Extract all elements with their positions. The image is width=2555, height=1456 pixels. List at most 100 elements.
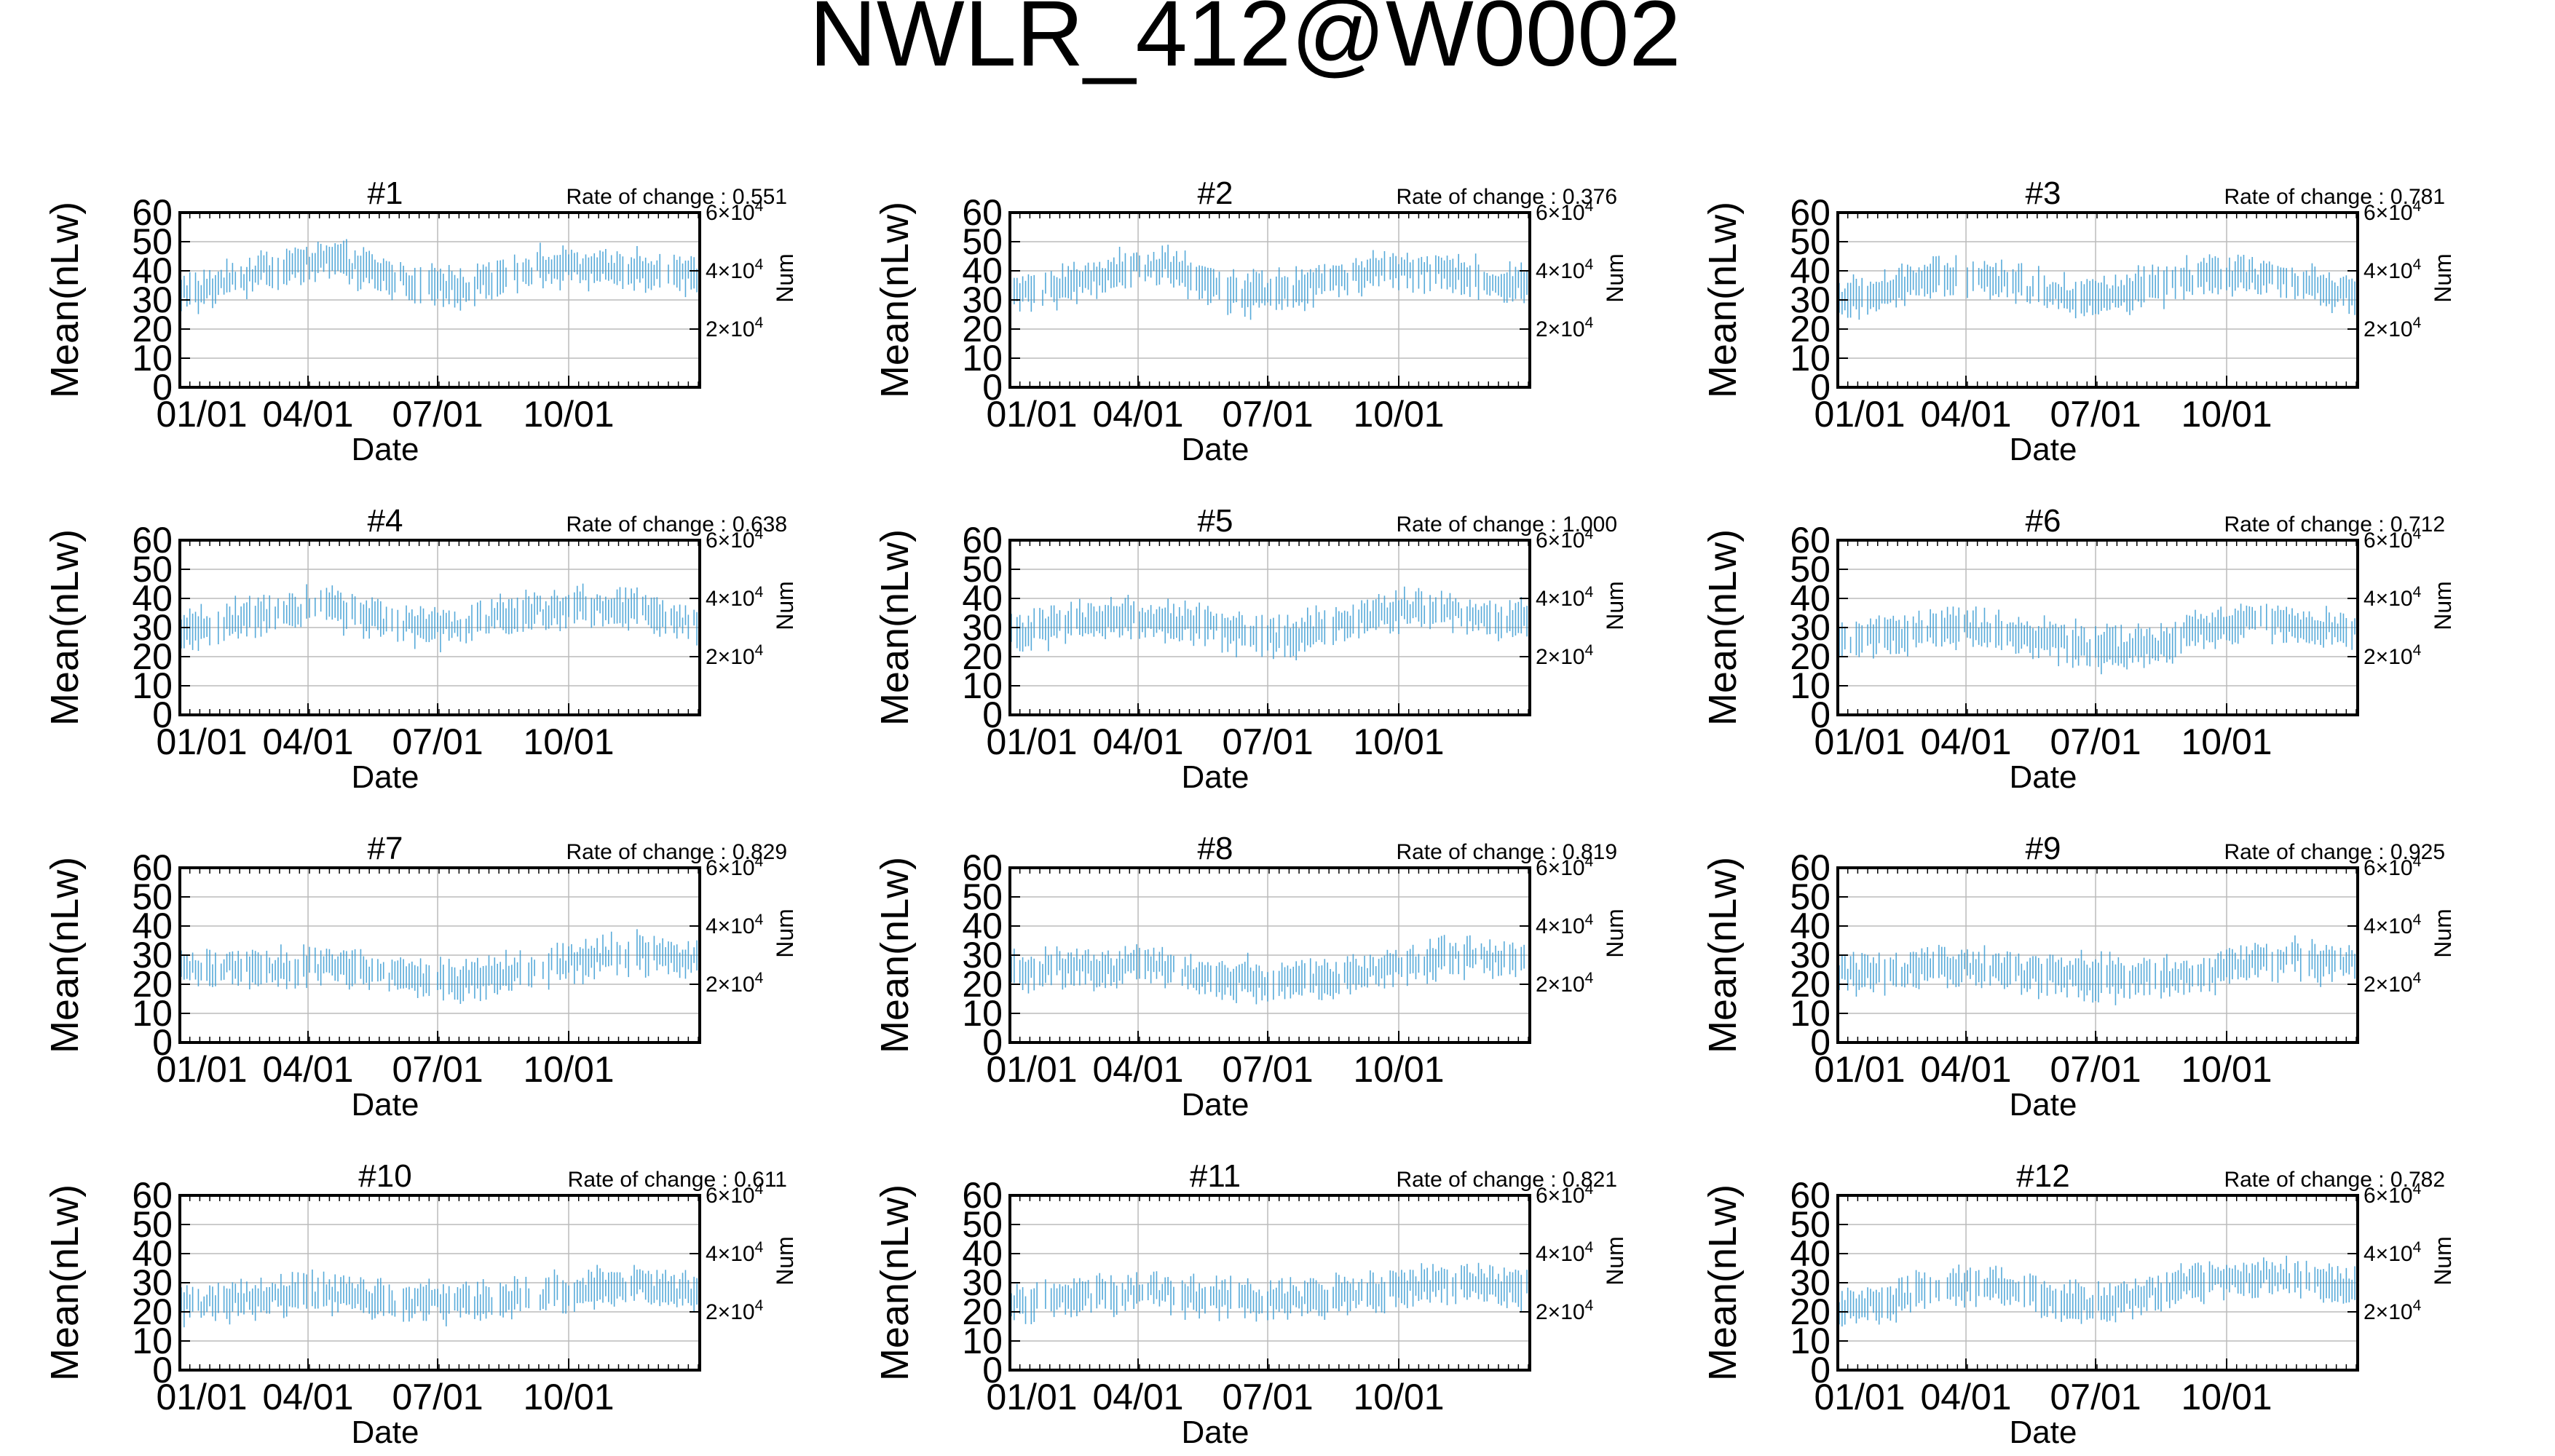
- y-tick-label: 20: [132, 1291, 173, 1332]
- y2-tick-label: 6×104: [1536, 198, 1594, 225]
- x-tick-label: 10/01: [523, 721, 614, 762]
- y-axis-label: Mean(nLw): [43, 202, 87, 398]
- y-tick-label: 10: [132, 1321, 173, 1361]
- x-tick-label: 07/01: [2050, 394, 2141, 435]
- y-tick-label: 30: [132, 935, 173, 976]
- x-tick-label: 01/01: [156, 1377, 247, 1417]
- y-tick-label: 20: [132, 636, 173, 677]
- x-tick-label: 04/01: [1920, 1049, 2011, 1090]
- data-series: [181, 239, 698, 314]
- x-tick-label: 01/01: [1814, 1049, 1905, 1090]
- y2-tick-label: 4×104: [706, 584, 764, 611]
- x-axis-label: Date: [1182, 1087, 1249, 1123]
- y-tick-label: 0: [1810, 1022, 1831, 1063]
- figure-title: NWLR_412@W0002: [809, 0, 1681, 86]
- x-axis-label: Date: [352, 1087, 419, 1123]
- y-tick-label: 20: [132, 309, 173, 349]
- x-tick-label: 07/01: [392, 1049, 483, 1090]
- y2-axis-label: Num: [1602, 253, 1628, 303]
- y-tick-label: 60: [132, 1175, 173, 1216]
- y-tick-label: 30: [962, 1262, 1003, 1303]
- x-tick-label: 07/01: [1223, 721, 1314, 762]
- y2-tick-label: 2×104: [1536, 314, 1594, 341]
- y-axis-label: Mean(nLw): [1701, 857, 1745, 1053]
- y2-tick-label: 2×104: [2364, 970, 2422, 997]
- x-tick-label: 07/01: [2050, 1377, 2141, 1417]
- x-tick-label: 10/01: [2181, 721, 2272, 762]
- y-tick-label: 20: [962, 964, 1003, 1005]
- y-tick-label: 40: [1790, 906, 1831, 946]
- y-tick-label: 50: [962, 1204, 1003, 1245]
- y-tick-label: 50: [132, 221, 173, 262]
- x-axis-label: Date: [352, 1415, 419, 1450]
- panel-title: #2: [1198, 175, 1233, 211]
- y-axis-label: Mean(nLw): [873, 202, 917, 398]
- y-axis-label: Mean(nLw): [43, 1184, 87, 1381]
- y-tick-label: 60: [132, 847, 173, 888]
- y-tick-label: 10: [962, 1321, 1003, 1361]
- y-tick-label: 0: [152, 367, 173, 408]
- y-tick-label: 40: [962, 1233, 1003, 1274]
- x-tick-label: 04/01: [1092, 721, 1183, 762]
- x-tick-label: 10/01: [2181, 394, 2272, 435]
- rate-of-change: Rate of change : 0.611: [568, 1168, 787, 1192]
- y-axis-label: Mean(nLw): [873, 857, 917, 1053]
- panel-title: #10: [358, 1158, 411, 1194]
- x-tick-label: 01/01: [986, 394, 1077, 435]
- panel-title: #6: [2026, 503, 2061, 539]
- y-tick-label: 10: [1790, 993, 1831, 1034]
- x-tick-label: 04/01: [1092, 1049, 1183, 1090]
- y-tick-label: 60: [132, 192, 173, 233]
- x-tick-label: 01/01: [986, 721, 1077, 762]
- x-tick-label: 07/01: [1223, 1377, 1314, 1417]
- y-tick-label: 60: [1790, 192, 1831, 233]
- y-tick-label: 30: [1790, 935, 1831, 976]
- y2-tick-label: 6×104: [1536, 526, 1594, 553]
- y-tick-label: 10: [132, 993, 173, 1034]
- y-tick-label: 10: [1790, 1321, 1831, 1361]
- y2-tick-label: 6×104: [706, 853, 764, 880]
- y2-tick-label: 6×104: [2364, 526, 2422, 553]
- panel-title: #5: [1198, 503, 1233, 539]
- rate-of-change: Rate of change : 0.638: [566, 513, 787, 537]
- x-tick-label: 04/01: [262, 1049, 353, 1090]
- y2-axis-label: Num: [1602, 581, 1628, 630]
- y-tick-label: 0: [982, 1022, 1003, 1063]
- y-tick-label: 40: [132, 1233, 173, 1274]
- x-axis-label: Date: [2010, 1087, 2077, 1123]
- x-axis-label: Date: [1182, 1415, 1249, 1450]
- rate-of-change: Rate of change : 0.821: [1396, 1168, 1617, 1192]
- y2-axis-label: Num: [772, 581, 798, 630]
- y-tick-label: 30: [1790, 607, 1831, 648]
- y-tick-label: 40: [962, 250, 1003, 291]
- y-tick-label: 40: [962, 578, 1003, 619]
- y-tick-label: 60: [962, 192, 1003, 233]
- y-tick-label: 60: [962, 1175, 1003, 1216]
- data-series: [1839, 604, 2355, 675]
- rate-of-change: Rate of change : 0.819: [1396, 840, 1617, 864]
- y-axis-label: Mean(nLw): [43, 857, 87, 1053]
- y-tick-label: 0: [1810, 1350, 1831, 1390]
- y-tick-label: 60: [1790, 847, 1831, 888]
- y2-tick-label: 4×104: [1536, 911, 1594, 938]
- y-tick-label: 20: [1790, 636, 1831, 677]
- y2-tick-label: 2×104: [706, 642, 764, 669]
- y-tick-label: 30: [1790, 1262, 1831, 1303]
- y2-axis-label: Num: [2430, 253, 2456, 303]
- x-tick-label: 01/01: [1814, 1377, 1905, 1417]
- y-tick-label: 40: [1790, 578, 1831, 619]
- data-series: [181, 583, 698, 652]
- x-axis-label: Date: [2010, 432, 2077, 467]
- data-series: [1839, 1255, 2355, 1327]
- x-tick-label: 01/01: [156, 1049, 247, 1090]
- rate-of-change: Rate of change : 0.782: [2224, 1168, 2445, 1192]
- y2-tick-label: 6×104: [1536, 853, 1594, 880]
- y-tick-label: 50: [962, 221, 1003, 262]
- rate-of-change: Rate of change : 0.551: [566, 185, 787, 209]
- y2-tick-label: 6×104: [2364, 853, 2422, 880]
- y-tick-label: 20: [1790, 309, 1831, 349]
